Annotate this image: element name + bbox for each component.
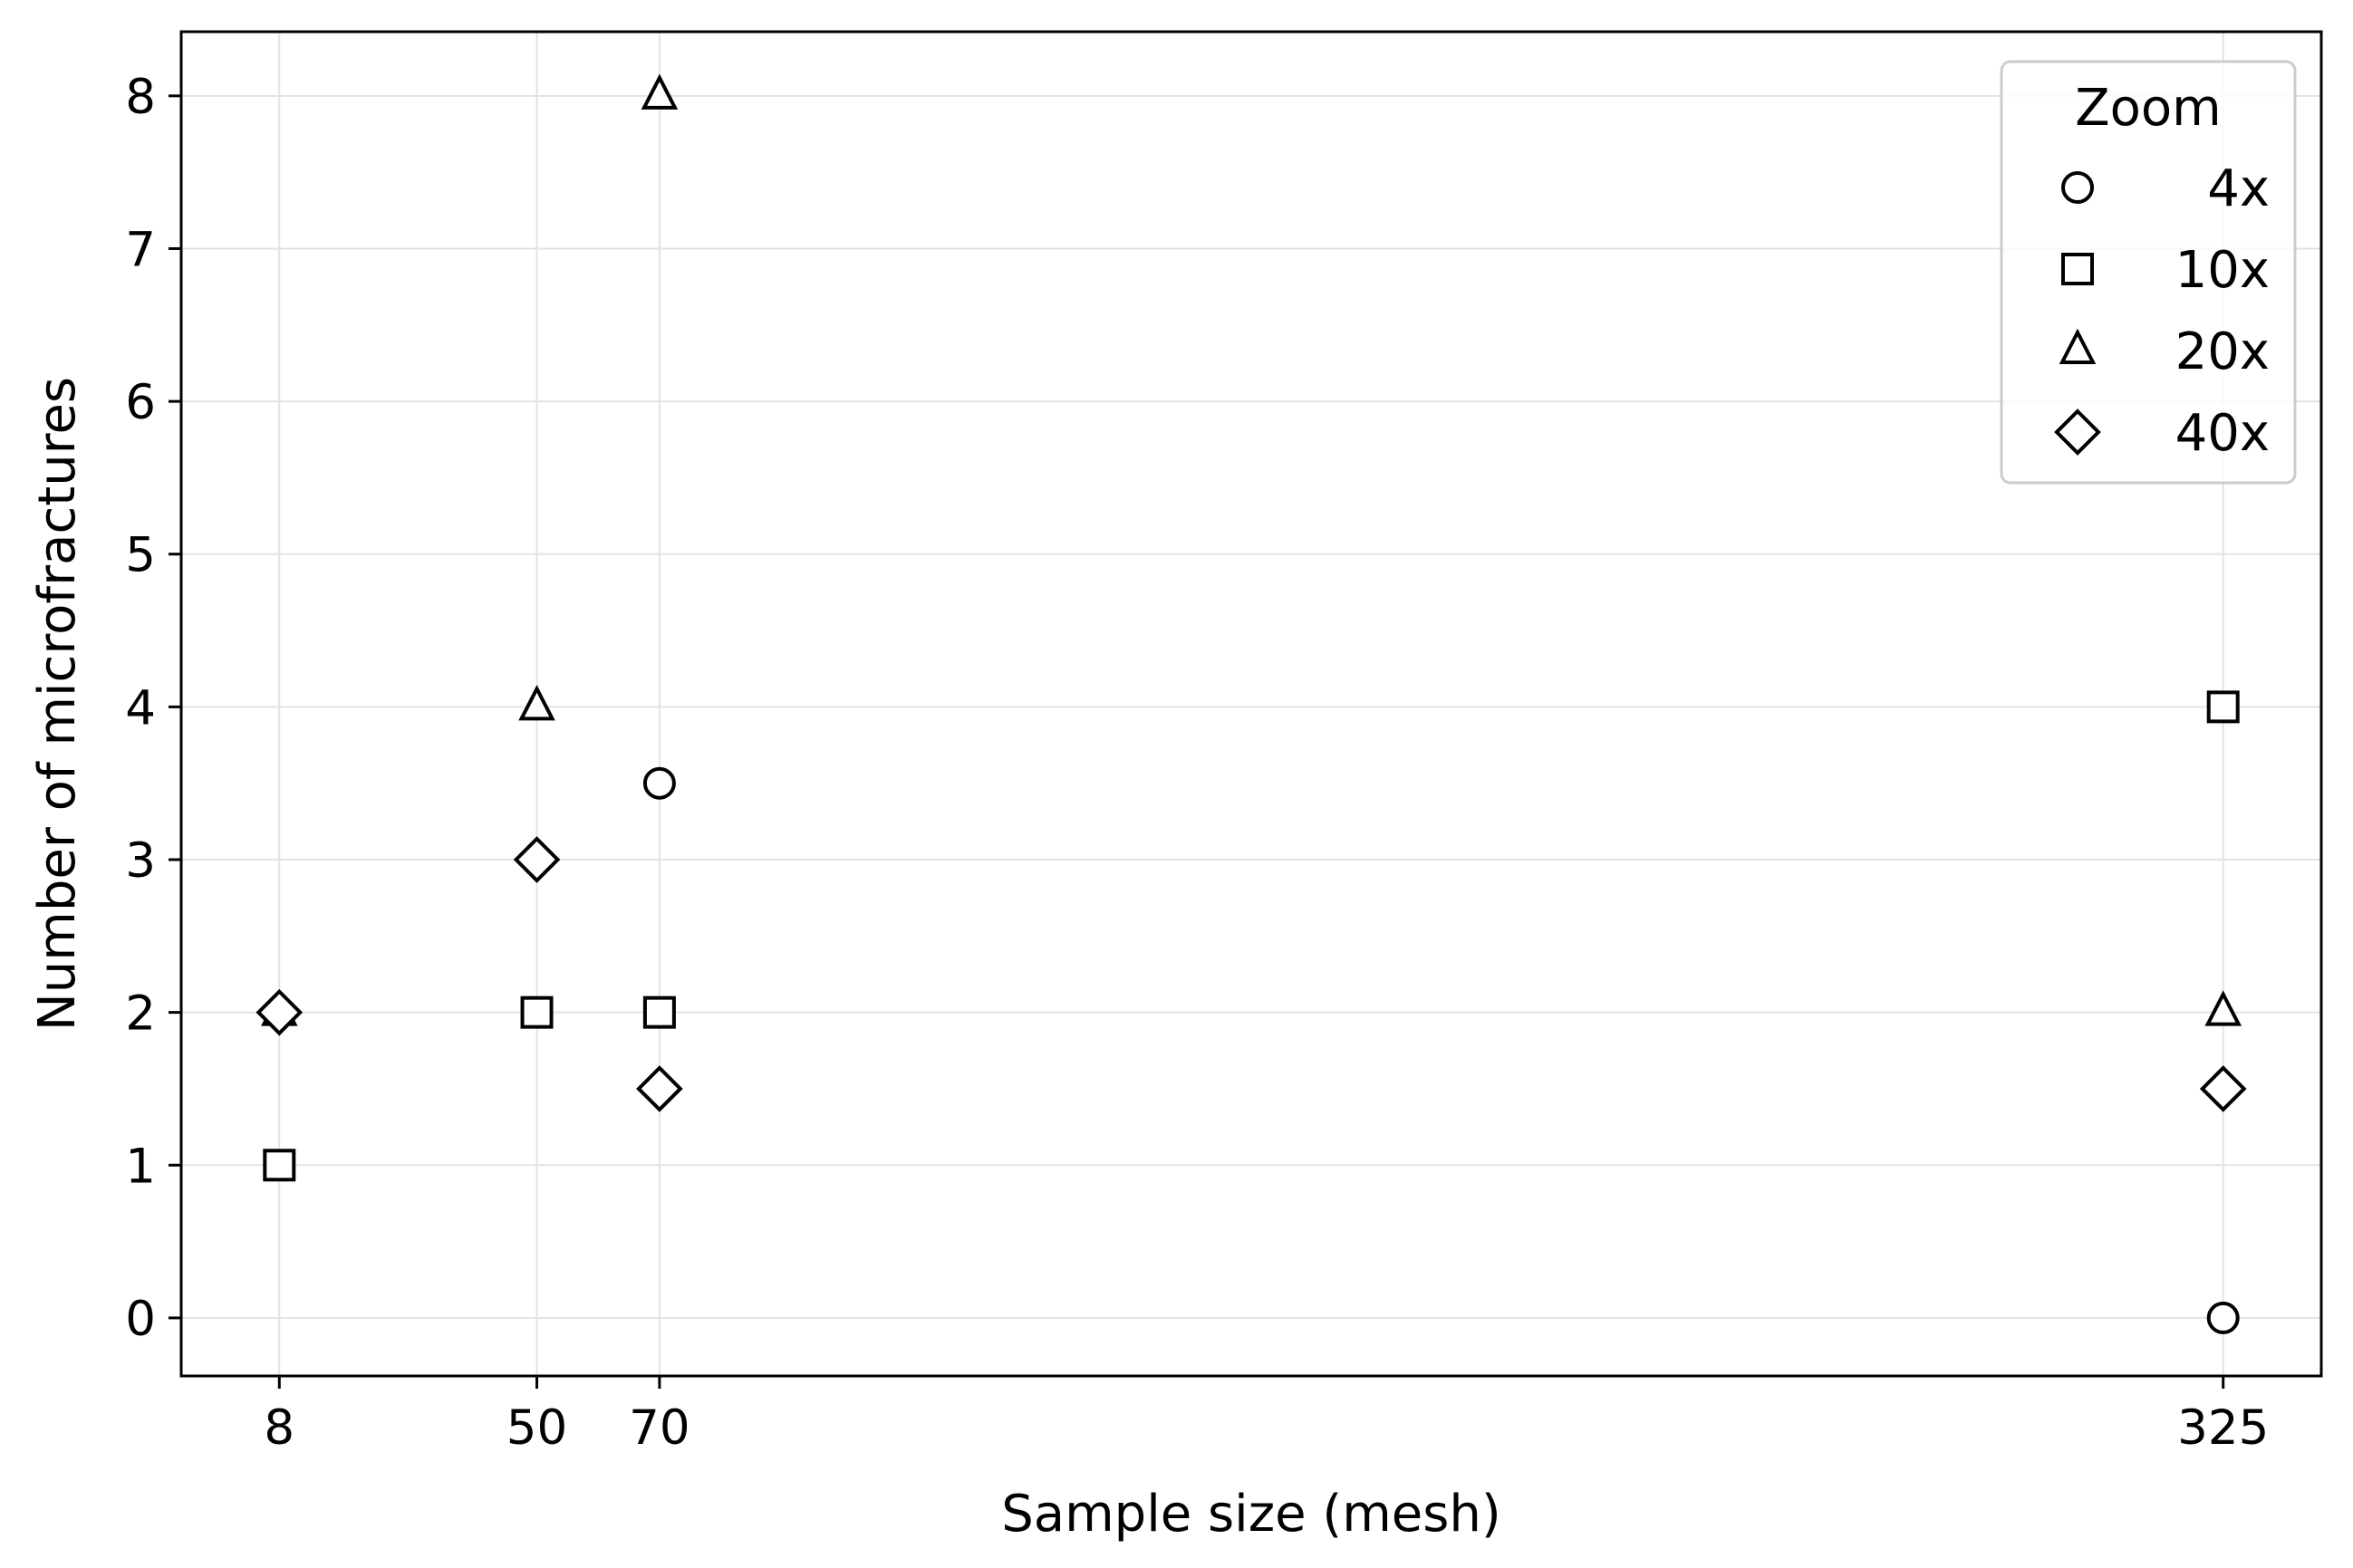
y-tick-label: 2 [125, 986, 156, 1042]
data-point-diamond [513, 836, 561, 883]
legend-label: 40x [2175, 404, 2270, 463]
y-axis-label: Number of microfractures [28, 377, 87, 1031]
data-point-diamond [2199, 1065, 2247, 1112]
y-tick-label: 0 [125, 1292, 156, 1347]
y-tick-label: 8 [125, 70, 156, 125]
data-point-diamond [636, 1065, 683, 1112]
legend-items: 4x 10x 20x 40x [2054, 159, 2270, 463]
tick-layer: 8 50 70 325 0 1 2 3 4 5 6 7 8 [125, 70, 2269, 1456]
y-tick-label: 3 [125, 833, 156, 889]
legend: Zoom 4x 10x 20x 40x [2000, 60, 2297, 485]
data-point-circle [642, 766, 676, 800]
plot-frame [179, 30, 2323, 1378]
data-point-diamond [256, 988, 304, 1036]
y-tick-label: 7 [125, 222, 156, 277]
x-tick-label: 70 [629, 1400, 690, 1456]
x-axis-label: Sample size (mesh) [1001, 1485, 1501, 1544]
y-tick-label: 1 [125, 1139, 156, 1194]
data-point-square [263, 1149, 296, 1182]
legend-marker-square [2061, 253, 2094, 285]
y-tick-label: 6 [125, 375, 156, 430]
data-point-circle [2206, 1301, 2240, 1334]
data-point-triangle [2204, 990, 2242, 1026]
data-point-square [520, 996, 554, 1029]
x-tick-label: 8 [264, 1400, 294, 1456]
legend-marker-diamond [2054, 409, 2101, 456]
legend-label: 4x [2207, 159, 2270, 218]
legend-label: 20x [2175, 322, 2270, 381]
data-point-triangle [518, 685, 555, 721]
legend-box [2000, 60, 2297, 485]
y-tick-label: 5 [125, 528, 156, 583]
y-tick-label: 4 [125, 680, 156, 736]
data-point-triangle [641, 73, 679, 110]
legend-label: 10x [2175, 241, 2270, 300]
legend-marker-circle [2061, 171, 2094, 204]
data-point-square [2206, 690, 2240, 724]
legend-marker-triangle [2059, 328, 2097, 364]
legend-title: Zoom [2075, 79, 2221, 138]
data-point-square [642, 996, 676, 1029]
grid-layer [181, 32, 2321, 1376]
marker-layer [256, 73, 2247, 1334]
x-tick-label: 325 [2177, 1400, 2269, 1456]
x-tick-label: 50 [506, 1400, 567, 1456]
